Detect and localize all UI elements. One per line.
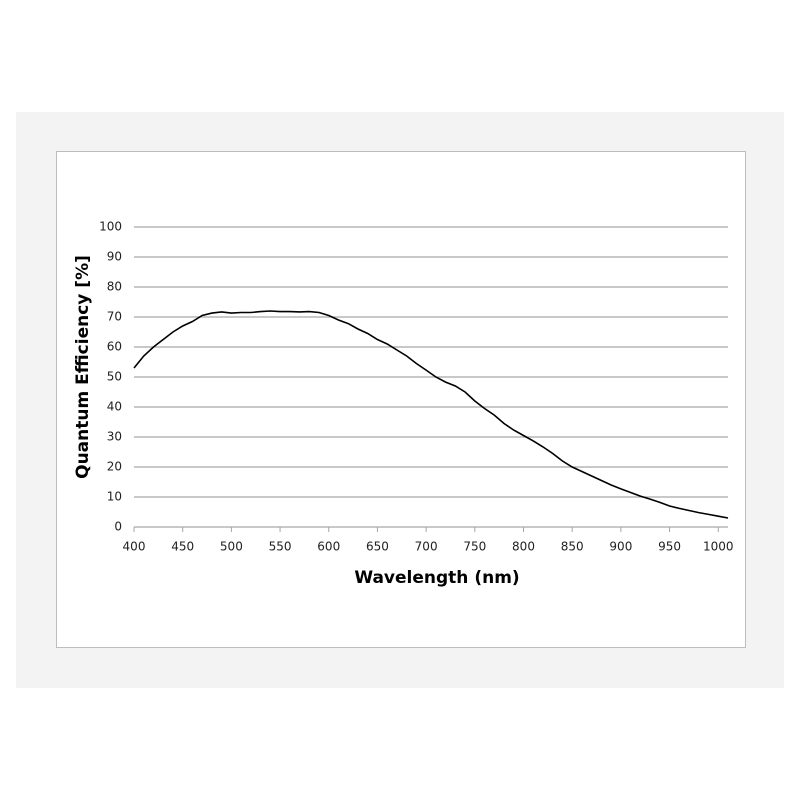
x-tick-label: 800 (512, 540, 535, 554)
x-axis-title: Wavelength (nm) (354, 568, 519, 588)
x-tick-label: 500 (220, 540, 243, 554)
y-tick-label: 50 (107, 370, 122, 384)
y-tick-label: 40 (107, 400, 122, 414)
y-axis-title: Quantum Efficiency [%] (73, 255, 93, 479)
data-line (133, 310, 729, 519)
y-tick-label: 0 (114, 520, 122, 534)
x-tick-label: 850 (561, 540, 584, 554)
y-tick-label: 20 (107, 460, 122, 474)
x-tick-label: 700 (415, 540, 438, 554)
x-tick-label: 750 (463, 540, 486, 554)
chart-panel (56, 151, 746, 648)
x-tick-label: 650 (366, 540, 389, 554)
x-tick-label: 1000 (703, 540, 734, 554)
y-tick-label: 100 (99, 220, 122, 234)
x-tick-label: 950 (658, 540, 681, 554)
y-tick-label: 90 (107, 250, 122, 264)
x-tick-label: 400 (123, 540, 146, 554)
y-tick-label: 30 (107, 430, 122, 444)
y-tick-label: 60 (107, 340, 122, 354)
y-tick-label: 70 (107, 310, 122, 324)
x-tick-label: 600 (317, 540, 340, 554)
y-tick-label: 80 (107, 280, 122, 294)
x-tick-label: 550 (269, 540, 292, 554)
x-tick-label: 900 (609, 540, 632, 554)
x-tick-label: 450 (171, 540, 194, 554)
y-tick-label: 10 (107, 490, 122, 504)
